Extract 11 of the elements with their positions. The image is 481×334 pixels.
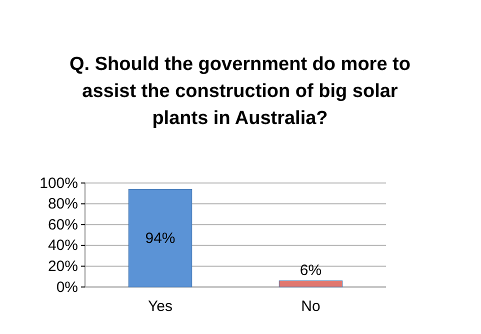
y-tick-label: 60% [48, 216, 78, 234]
y-tick-label: 80% [48, 196, 78, 213]
data-label: 94% [145, 230, 176, 248]
x-tick-label: No [301, 298, 320, 315]
x-tick-label: Yes [148, 298, 172, 315]
chart-title: Q. Should the government do more to assist the construction of big solar plants in Australia? [70, 54, 410, 129]
y-tick-label: 20% [48, 258, 78, 275]
y-tick-label: 40% [48, 237, 78, 254]
data-label: 6% [300, 262, 322, 279]
y-tick-label: 100% [40, 174, 78, 192]
y-tick-label: 0% [56, 278, 78, 296]
